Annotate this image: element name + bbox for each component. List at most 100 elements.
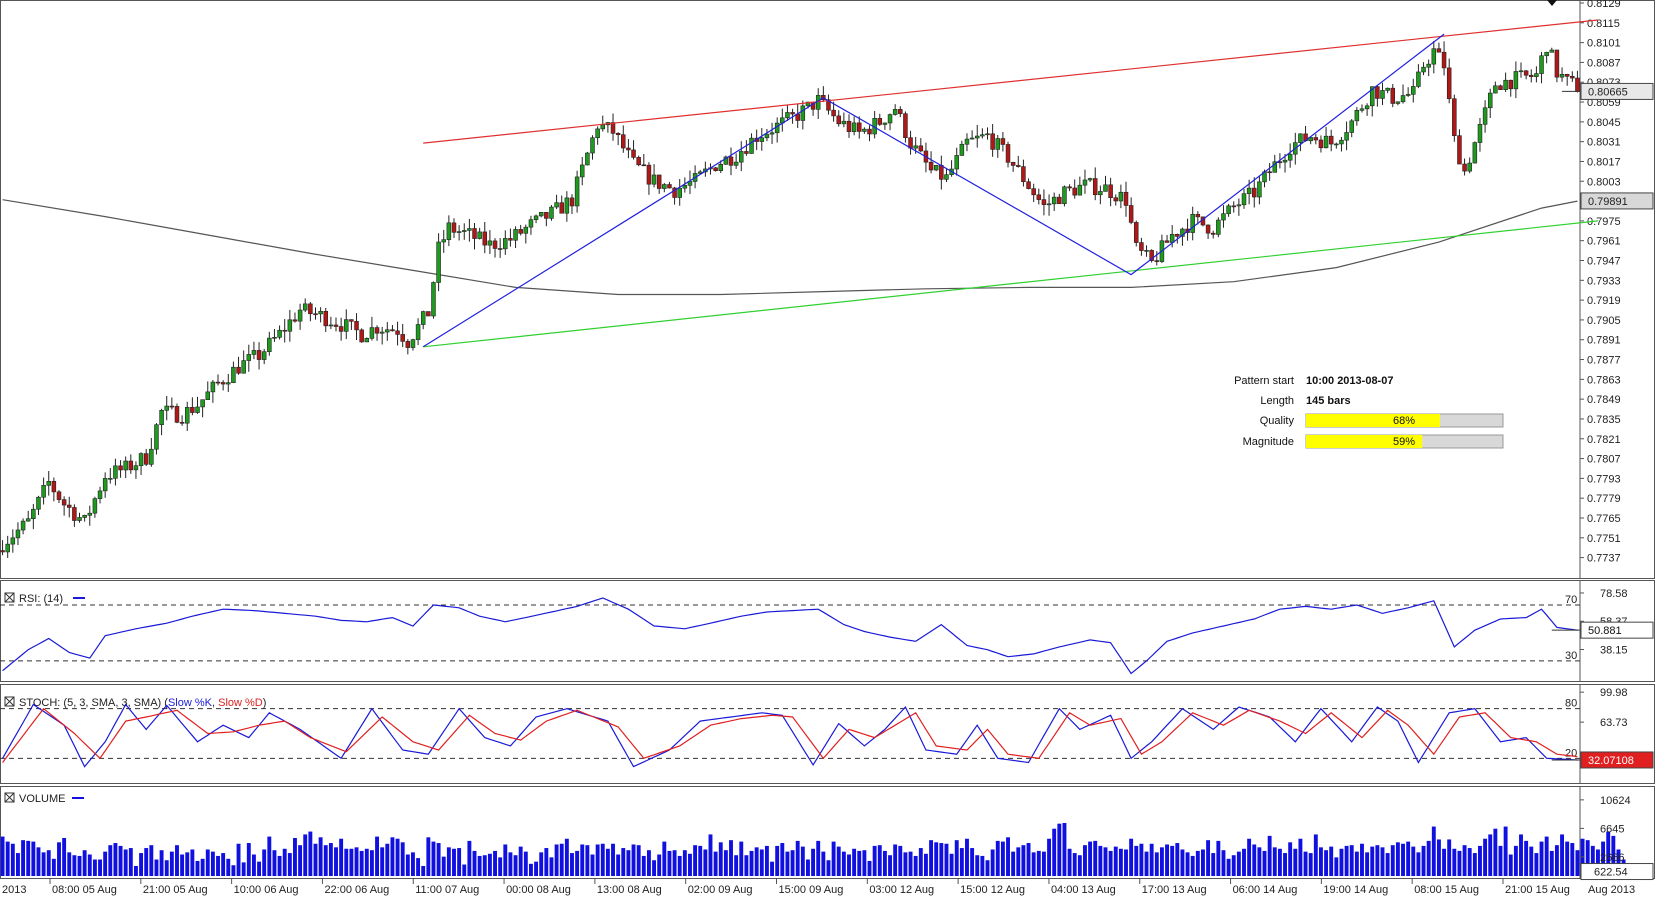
volume-bar bbox=[1606, 831, 1611, 876]
moving-average-line bbox=[2, 199, 1578, 296]
volume-bar bbox=[231, 865, 236, 876]
candle-body bbox=[385, 329, 390, 333]
candle-body bbox=[184, 407, 190, 424]
volume-bar bbox=[1493, 828, 1498, 876]
volume-bar bbox=[1175, 843, 1180, 876]
volume-bar bbox=[806, 859, 810, 876]
indicator-tick-label: 38.15 bbox=[1600, 645, 1628, 657]
volume-bar bbox=[1185, 852, 1190, 876]
volume-tick-label: 2666 bbox=[1600, 852, 1624, 864]
candle-body bbox=[1318, 139, 1324, 149]
candle-body bbox=[1113, 197, 1118, 202]
volume-bar bbox=[103, 851, 108, 876]
candle-body bbox=[533, 215, 539, 220]
candle-body bbox=[749, 137, 754, 154]
volume-bar bbox=[1000, 841, 1005, 876]
candle-body bbox=[1226, 205, 1231, 214]
scroll-marker-icon[interactable] bbox=[1547, 0, 1557, 6]
candle-body bbox=[600, 124, 606, 130]
price-tick-label: 0.7933 bbox=[1587, 275, 1621, 287]
volume-bar bbox=[985, 860, 990, 876]
candle-body bbox=[467, 228, 472, 231]
stoch-legend-d: Slow %D bbox=[218, 697, 263, 709]
candle-body bbox=[1098, 191, 1103, 196]
volume-bar bbox=[282, 848, 287, 876]
ma-value-label: 0.79891 bbox=[1588, 196, 1628, 208]
price-tick-label: 0.8031 bbox=[1587, 137, 1621, 149]
volume-bar bbox=[1293, 848, 1298, 876]
volume-bar bbox=[395, 838, 400, 876]
volume-bar bbox=[128, 848, 133, 876]
volume-bar bbox=[939, 843, 944, 876]
volume-bar bbox=[323, 845, 328, 876]
volume-bar bbox=[1549, 850, 1554, 876]
candle-body bbox=[974, 135, 980, 139]
volume-bar bbox=[226, 858, 231, 876]
volume-bar bbox=[877, 845, 882, 876]
volume-bar bbox=[1513, 845, 1518, 876]
volume-bar bbox=[364, 848, 369, 876]
volume-bar bbox=[1467, 848, 1472, 876]
level-label: 30 bbox=[1565, 650, 1577, 662]
volume-bar bbox=[1088, 841, 1093, 876]
candle-body bbox=[1559, 74, 1565, 78]
volume-bar bbox=[641, 855, 646, 876]
price-tick-label: 0.8087 bbox=[1587, 57, 1621, 69]
candle-body bbox=[764, 133, 770, 139]
candle-body bbox=[1057, 196, 1062, 205]
candle-body bbox=[1359, 108, 1365, 111]
candle-body bbox=[267, 337, 272, 353]
candle-body bbox=[143, 453, 149, 465]
candle-body bbox=[1400, 95, 1406, 103]
candle-body bbox=[1513, 71, 1519, 90]
candle-body bbox=[564, 197, 570, 214]
volume-bar bbox=[657, 854, 662, 876]
candle-body bbox=[349, 319, 354, 322]
volume-bar bbox=[1442, 848, 1447, 876]
candle-body bbox=[56, 491, 62, 500]
volume-bar bbox=[144, 848, 149, 876]
candle-body bbox=[261, 351, 267, 360]
volume-bar bbox=[1283, 853, 1287, 876]
volume-bar bbox=[1406, 841, 1411, 876]
candle-body bbox=[1282, 159, 1288, 163]
candle-body bbox=[615, 133, 621, 136]
volume-bar bbox=[1575, 850, 1580, 876]
candle-body bbox=[1323, 135, 1329, 149]
volume-bar bbox=[1026, 843, 1031, 876]
candle-body bbox=[395, 330, 400, 335]
volume-bar bbox=[1616, 849, 1621, 876]
candle-body bbox=[964, 138, 970, 145]
pattern-start-value: 10:00 2013-08-07 bbox=[1306, 375, 1393, 387]
volume-bar bbox=[369, 850, 374, 876]
candle-body bbox=[313, 313, 318, 316]
volume-bar bbox=[585, 845, 590, 876]
candle-body bbox=[523, 226, 529, 234]
volume-bar bbox=[1072, 853, 1077, 876]
volume-bar bbox=[1519, 834, 1523, 876]
rsi-title: RSI: (14) bbox=[19, 593, 63, 605]
volume-bar bbox=[257, 861, 262, 876]
candle-body bbox=[508, 238, 513, 241]
volume-bar bbox=[934, 842, 939, 876]
volume-bar bbox=[718, 842, 723, 876]
price-tick-label: 0.7835 bbox=[1587, 414, 1621, 426]
volume-bar bbox=[580, 844, 585, 876]
volume-bar bbox=[1077, 855, 1082, 876]
candle-body bbox=[1421, 66, 1426, 73]
candle-body bbox=[903, 113, 908, 139]
candle-body bbox=[1010, 162, 1016, 166]
volume-bar bbox=[549, 857, 554, 876]
volume-bar bbox=[108, 845, 113, 876]
volume-bar bbox=[759, 849, 764, 876]
price-tick-label: 0.7905 bbox=[1587, 315, 1621, 327]
time-tick-label: Aug 2013 bbox=[1588, 884, 1635, 896]
candle-body bbox=[138, 453, 144, 466]
volume-bar bbox=[1298, 838, 1303, 876]
candle-body bbox=[1175, 234, 1180, 237]
candle-body bbox=[497, 248, 503, 250]
volume-bar bbox=[980, 855, 985, 876]
volume-bar bbox=[677, 855, 682, 876]
volume-bar bbox=[513, 855, 518, 876]
